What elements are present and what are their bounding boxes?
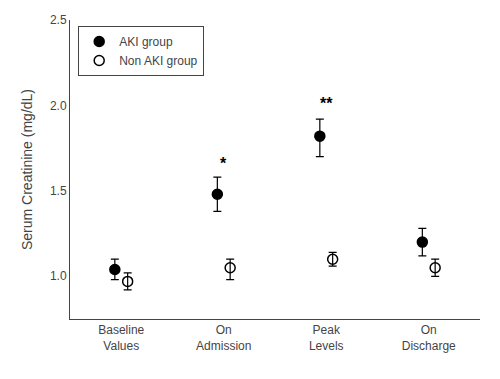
svg-text:PeakLevels: PeakLevels [309,323,344,353]
svg-text:1.5: 1.5 [50,184,67,198]
svg-text:BaselineValues: BaselineValues [98,323,144,353]
svg-text:OnAdmission: OnAdmission [196,323,251,353]
svg-text:1.0: 1.0 [50,269,67,283]
svg-text:2.5: 2.5 [50,13,67,27]
svg-text:*: * [220,155,227,172]
svg-text:Serum Creatinine (mg/dL): Serum Creatinine (mg/dL) [19,89,35,250]
svg-text:Non AKI group: Non AKI group [119,54,197,68]
svg-text:**: ** [320,95,333,112]
svg-text:OnDischarge: OnDischarge [402,323,456,353]
svg-text:AKI group: AKI group [119,35,173,49]
svg-text:2.0: 2.0 [50,99,67,113]
